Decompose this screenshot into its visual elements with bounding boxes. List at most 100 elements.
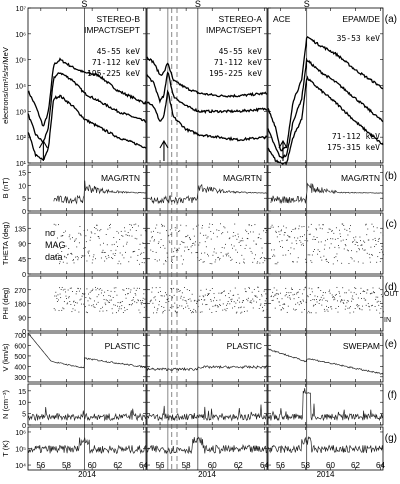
- trace-d-sta: [252, 307, 254, 309]
- flux-line-ace-8: [267, 75, 384, 166]
- trace-d-ace: [352, 295, 354, 297]
- trace-c-ace: [370, 246, 372, 248]
- trace-d-ace: [278, 301, 280, 303]
- trace-d-sta: [155, 287, 157, 289]
- mag-label: MAG/RTN: [341, 173, 380, 183]
- trace-d-stb: [129, 304, 131, 306]
- trace-c-sta: [201, 227, 203, 229]
- trace-d-stb: [107, 290, 109, 291]
- trace-d-ace: [359, 308, 361, 310]
- trace-c-ace: [324, 240, 326, 242]
- trace-d-sta: [194, 299, 196, 301]
- trace-d-sta: [265, 293, 267, 295]
- trace-c-stb: [73, 259, 74, 261]
- trace-d-ace: [335, 307, 337, 309]
- trace-d-sta: [220, 304, 221, 306]
- trace-c-stb: [95, 228, 97, 230]
- trace-d-stb: [93, 300, 95, 302]
- trace-d-sta: [174, 302, 176, 304]
- trace-d-stb: [111, 308, 113, 310]
- trace-c-ace: [282, 254, 284, 256]
- trace-d-ace: [340, 301, 342, 303]
- trace-c-sta: [226, 255, 227, 257]
- trace-c-sta: [205, 246, 207, 248]
- trace-c-ace: [275, 230, 277, 232]
- ytick-label-c: 90: [18, 242, 26, 249]
- trace-c-sta: [244, 248, 246, 249]
- trace-d-ace: [292, 294, 294, 296]
- trace-d-ace: [331, 294, 333, 296]
- trace-c-stb: [134, 250, 136, 252]
- trace-c-ace: [343, 248, 345, 250]
- trace-c-ace: [272, 226, 274, 228]
- trace-d-sta: [210, 300, 212, 302]
- trace-d-stb: [144, 302, 146, 304]
- trace-d-ace: [361, 309, 363, 311]
- trace-c-sta: [168, 240, 170, 242]
- trace-d-stb: [111, 299, 113, 301]
- trace-d-sta: [198, 299, 200, 301]
- trace-d-stb: [90, 298, 92, 300]
- trace-c-sta: [240, 245, 242, 246]
- trace-d-sta: [207, 295, 208, 296]
- trace-c-sta: [172, 262, 173, 263]
- trace-c-ace: [354, 244, 356, 246]
- trace-d-stb: [65, 295, 67, 297]
- trace-c-ace: [335, 227, 337, 229]
- trace-c-stb: [132, 251, 134, 253]
- trace-d-ace: [296, 293, 298, 295]
- trace-d-ace: [289, 298, 291, 300]
- trace-d-sta: [169, 306, 171, 308]
- trace-d-sta: [157, 308, 159, 310]
- trace-d-stb: [74, 309, 76, 311]
- trace-d-sta: [163, 295, 165, 297]
- trace-c-ace: [379, 252, 381, 253]
- trace-d-sta: [263, 290, 265, 292]
- trace-d-sta: [198, 299, 200, 301]
- trace-c-ace: [312, 250, 314, 252]
- instrument-label: EPAM/DE: [342, 14, 380, 24]
- trace-c-sta: [203, 234, 205, 236]
- trace-c-sta: [198, 244, 200, 246]
- trace-d-stb: [105, 299, 107, 301]
- trace-c-sta: [254, 224, 256, 226]
- trace-d-stb: [74, 304, 76, 306]
- trace-c-ace: [340, 236, 342, 237]
- trace-c-ace: [338, 247, 340, 249]
- trace-c-sta: [250, 231, 251, 233]
- trace-c-stb: [105, 234, 107, 235]
- trace-c-sta: [249, 247, 251, 249]
- trace-d-stb: [102, 310, 104, 312]
- trace-c-ace: [283, 225, 285, 227]
- trace-c-sta: [173, 255, 175, 257]
- trace-c-stb: [62, 234, 64, 236]
- flux-line-ace-6: [267, 36, 384, 152]
- trace-d-stb: [112, 297, 114, 298]
- trace-d-sta: [181, 305, 183, 307]
- trace-d-stb: [96, 303, 98, 305]
- trace-d-stb: [136, 302, 138, 304]
- trace-d-ace: [342, 287, 344, 289]
- trace-d-sta: [232, 307, 233, 309]
- trace-d-ace: [287, 296, 289, 298]
- trace-d-ace: [380, 294, 382, 296]
- trace-c-ace: [322, 224, 324, 226]
- trace-c-stb: [72, 260, 74, 261]
- trace-d-stb: [98, 289, 100, 291]
- trace-c-sta: [192, 228, 194, 230]
- trace-d-sta: [193, 308, 195, 310]
- trace-c-stb: [117, 263, 119, 265]
- trace-c-ace: [349, 228, 350, 230]
- plasma-label: PLASTIC: [227, 341, 262, 351]
- trace-c-ace: [292, 229, 294, 230]
- plasma-label: PLASTIC: [105, 341, 140, 351]
- trace-c-sta: [259, 262, 261, 264]
- ytick-label-f: 5: [22, 412, 26, 419]
- trace-c-sta: [223, 247, 225, 249]
- trace-d-stb: [61, 286, 63, 288]
- trace-c-sta: [157, 243, 159, 244]
- trace-d-sta: [225, 295, 226, 297]
- trace-d-ace: [366, 292, 368, 294]
- trace-c-sta: [265, 232, 267, 233]
- trace-d-sta: [216, 304, 218, 306]
